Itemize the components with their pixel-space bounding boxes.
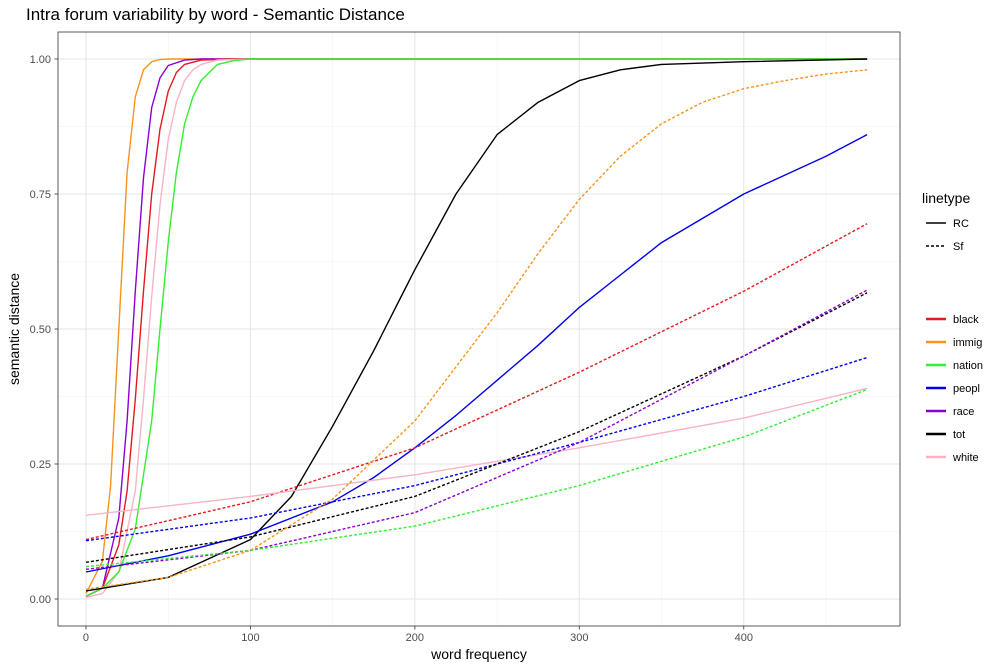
x-axis-ticks: 0 100 200 300 400 (83, 626, 753, 644)
legend-label-peopl: peopl (953, 383, 980, 395)
y-tick-label: 0.00 (30, 594, 51, 606)
x-axis-title: word frequency (430, 646, 527, 662)
series-line-immig-rc (85, 58, 868, 594)
series-line-nation-rc (85, 58, 868, 597)
legend-label-sf: Sf (953, 241, 964, 253)
series-line-black-sf (85, 223, 868, 541)
series-line-white-rc (85, 58, 868, 599)
legend-label-race: race (953, 406, 974, 418)
legend-label-nation: nation (953, 360, 983, 372)
series-line-black-rc (85, 58, 868, 597)
legend-color: black immig nation peopl race tot white (926, 314, 983, 464)
plot-area (57, 31, 901, 627)
legend-label-tot: tot (953, 429, 965, 441)
series-line-immig-sf (85, 69, 868, 590)
y-tick-label: 0.75 (30, 189, 51, 201)
legend-label-rc: RC (953, 218, 969, 230)
legend-linetype: linetype RC Sf (922, 190, 970, 253)
y-axis-title: semantic distance (6, 273, 22, 385)
x-tick-label: 400 (735, 632, 753, 644)
series-line-tot-rc (85, 58, 868, 592)
series-line-race-rc (85, 58, 868, 597)
y-tick-label: 0.50 (30, 324, 51, 336)
legend-label-white: white (952, 452, 979, 464)
chart-title: Intra forum variability by word - Semant… (26, 5, 405, 24)
series-line-peopl-sf (85, 356, 868, 542)
series-lines (85, 58, 868, 599)
x-tick-label: 200 (406, 632, 424, 644)
y-tick-label: 0.25 (30, 459, 51, 471)
series-line-nation-sf (85, 388, 868, 568)
legend-label-immig: immig (953, 337, 982, 349)
x-tick-label: 0 (83, 632, 89, 644)
x-tick-label: 300 (570, 632, 588, 644)
y-tick-label: 1.00 (30, 54, 51, 66)
legend-linetype-title: linetype (922, 190, 970, 206)
series-line-peopl-rc (85, 133, 868, 573)
legend-label-black: black (953, 314, 979, 326)
y-axis-ticks: 0.00 0.25 0.50 0.75 1.00 (30, 54, 58, 606)
x-tick-label: 100 (241, 632, 259, 644)
series-line-white-rc (85, 387, 868, 516)
